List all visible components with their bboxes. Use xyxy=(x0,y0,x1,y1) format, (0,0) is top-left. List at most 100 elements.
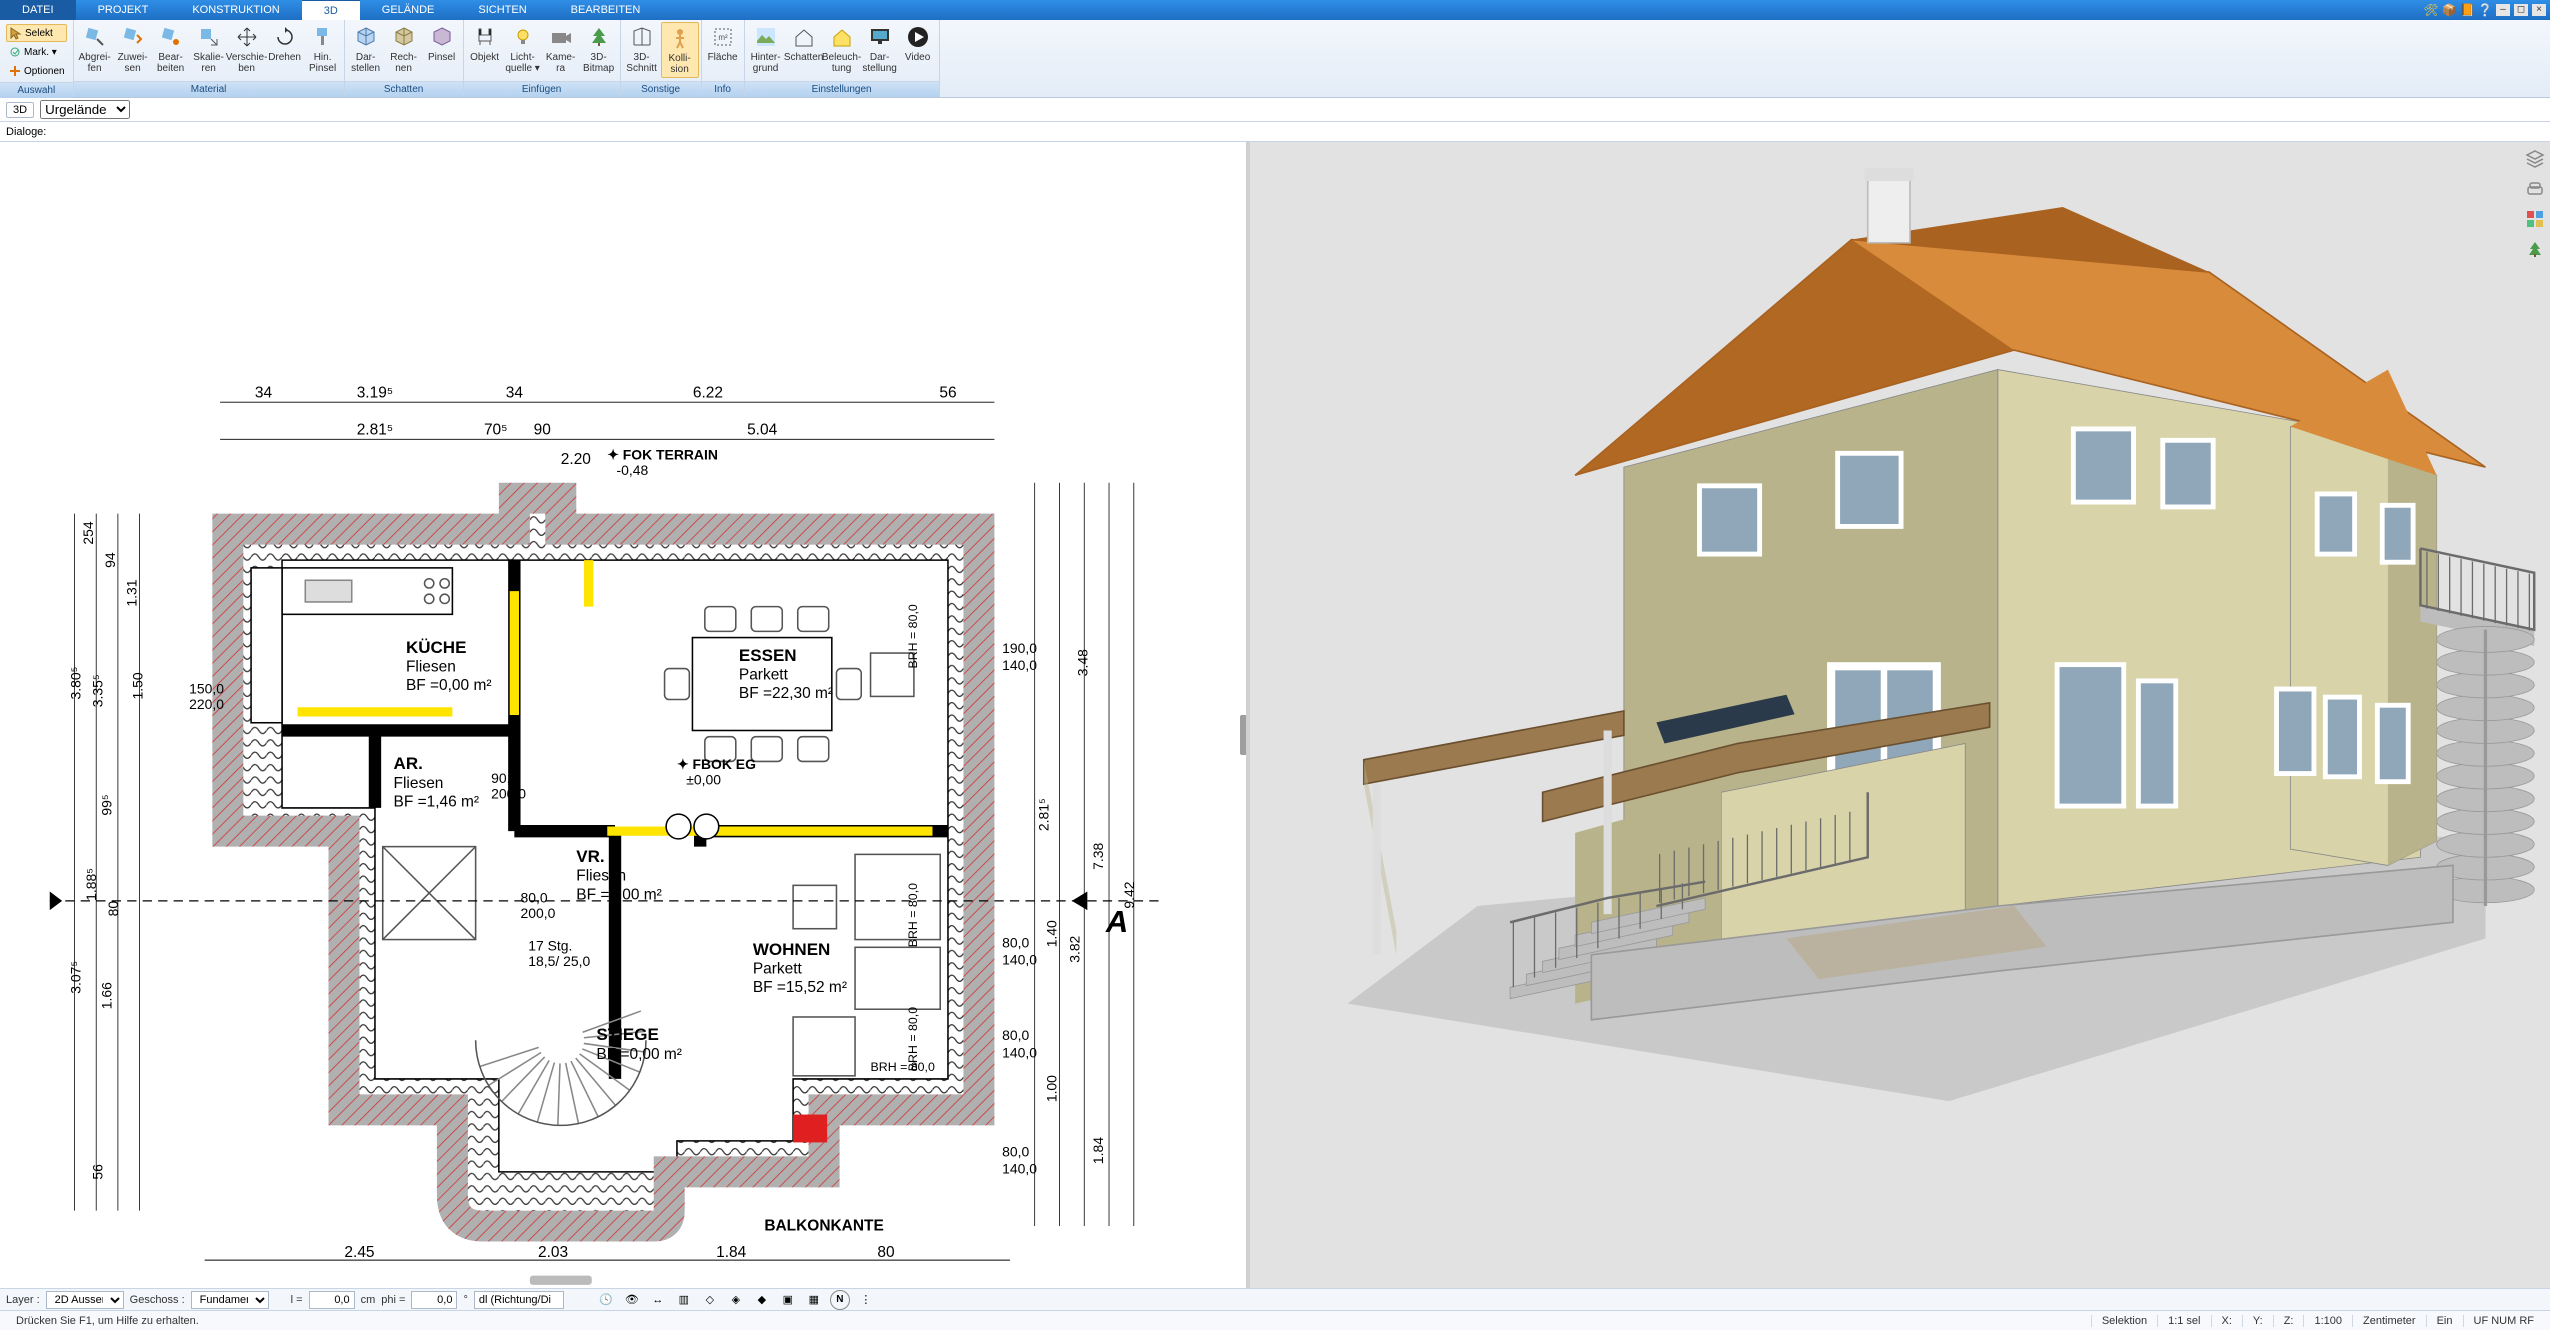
close-icon[interactable]: × xyxy=(2532,4,2546,16)
floorplan-pane[interactable]: AKÜCHEFliesenBF =0,00 m²ESSENParkettBF =… xyxy=(0,142,1250,1288)
menu-3d[interactable]: 3D xyxy=(302,0,360,20)
ribbon-tree-button[interactable]: 3D-Bitmap xyxy=(580,22,618,76)
ribbon-brush1-button[interactable]: Abgrei-fen xyxy=(76,22,114,76)
ribbon-brush4-button[interactable]: Hin.Pinsel xyxy=(304,22,342,76)
svg-text:BF =0,00 m²: BF =0,00 m² xyxy=(596,1046,682,1063)
svg-text:140,0: 140,0 xyxy=(1002,1160,1037,1176)
help-icon[interactable]: ❔ xyxy=(2478,3,2492,17)
menu-datei[interactable]: DATEI xyxy=(0,0,76,20)
ribbon-group-label: Material xyxy=(74,81,344,97)
menu-projekt[interactable]: PROJEKT xyxy=(76,0,171,20)
layers-icon[interactable] xyxy=(2524,148,2546,170)
eye-icon[interactable]: 👁 xyxy=(622,1290,642,1310)
layer-select[interactable]: 2D Aussena xyxy=(46,1291,124,1309)
clock-icon[interactable]: 🕓 xyxy=(596,1290,616,1310)
maximize-icon[interactable]: ◻ xyxy=(2514,4,2528,16)
brush1-icon xyxy=(82,24,108,50)
ribbon-chair-button[interactable]: Objekt xyxy=(466,22,504,65)
svg-text:80: 80 xyxy=(877,1244,894,1261)
ribbon-person-button[interactable]: Kolli-sion xyxy=(661,22,699,78)
plus-icon xyxy=(8,64,22,78)
sel-selekt[interactable]: Selekt xyxy=(6,24,67,42)
svg-text:3.48: 3.48 xyxy=(1074,649,1090,676)
svg-text:99⁵: 99⁵ xyxy=(99,794,115,815)
svg-text:200,0: 200,0 xyxy=(491,786,526,802)
swap-icon[interactable]: ↔ xyxy=(648,1290,668,1310)
grid-icon[interactable]: ▦ xyxy=(804,1290,824,1310)
layerstack-icon[interactable]: ▥ xyxy=(674,1290,694,1310)
menu-konstruktion[interactable]: KONSTRUKTION xyxy=(170,0,301,20)
svg-text:BF =22,30 m²: BF =22,30 m² xyxy=(739,685,833,702)
terrain-layer-select[interactable]: Urgelände xyxy=(40,100,130,119)
ribbon-rotate-button[interactable]: Drehen xyxy=(266,22,304,65)
sel-optionen[interactable]: Optionen xyxy=(6,62,67,80)
length-input[interactable] xyxy=(309,1291,355,1309)
svg-text:34: 34 xyxy=(506,385,524,402)
book-icon[interactable]: 📙 xyxy=(2460,3,2474,17)
settings-icon[interactable]: ⋮ xyxy=(856,1290,876,1310)
bulb-icon xyxy=(510,24,536,50)
menu-gelaende[interactable]: GELÄNDE xyxy=(360,0,457,20)
ribbon-play-button[interactable]: Video xyxy=(899,22,937,65)
ribbon-house1-button[interactable]: Schatten xyxy=(785,22,823,65)
ribbon-group-einstellungen: Hinter-grundSchattenBeleuch-tungDar-stel… xyxy=(745,20,940,97)
diamond1-icon[interactable]: ◇ xyxy=(700,1290,720,1310)
svg-text:3.07⁵: 3.07⁵ xyxy=(68,961,84,994)
svg-text:94: 94 xyxy=(102,552,118,568)
diamond3-icon[interactable]: ◆ xyxy=(752,1290,772,1310)
floor-select[interactable]: Fundament xyxy=(191,1291,269,1309)
status-x: X: xyxy=(2211,1315,2242,1327)
ribbon-monitor-button[interactable]: Dar-stellung xyxy=(861,22,899,76)
ribbon-group-label: Einfügen xyxy=(464,81,620,97)
splitter-handle[interactable] xyxy=(1240,715,1248,755)
coordinate-bar: Layer : 2D Aussena Geschoss : Fundament … xyxy=(0,1288,2550,1310)
status-sel: 1:1 sel xyxy=(2157,1315,2210,1327)
ribbon-landscape-button[interactable]: Hinter-grund xyxy=(747,22,785,76)
sel-mark[interactable]: Mark. ▾ xyxy=(6,43,67,61)
svg-text:1.84: 1.84 xyxy=(1090,1137,1106,1164)
svg-text:✦ FBOK EG: ✦ FBOK EG xyxy=(677,756,756,772)
north-icon[interactable]: N xyxy=(830,1290,850,1310)
mode-3d-pill[interactable]: 3D xyxy=(6,102,34,118)
svg-text:140,0: 140,0 xyxy=(1002,1044,1037,1060)
view3d-pane[interactable] xyxy=(1250,142,2550,1288)
svg-text:56: 56 xyxy=(939,385,956,402)
status-bar: Drücken Sie F1, um Hilfe zu erhalten. Se… xyxy=(0,1310,2550,1330)
diamond4-icon[interactable]: ▣ xyxy=(778,1290,798,1310)
svg-text:STIEGE: STIEGE xyxy=(596,1025,658,1044)
workspace: AKÜCHEFliesenBF =0,00 m²ESSENParkettBF =… xyxy=(0,142,2550,1288)
menu-sichten[interactable]: SICHTEN xyxy=(456,0,548,20)
ribbon-scale-button[interactable]: Skalie-ren xyxy=(190,22,228,76)
ribbon-cube3-button[interactable]: Pinsel xyxy=(423,22,461,65)
furniture-icon[interactable] xyxy=(2524,178,2546,200)
wrench-icon[interactable]: 🛠 xyxy=(2424,3,2438,17)
camera-icon xyxy=(548,24,574,50)
ribbon-house2-button[interactable]: Beleuch-tung xyxy=(823,22,861,76)
ribbon-brush3-button[interactable]: Bear-beiten xyxy=(152,22,190,76)
box-icon[interactable]: 📦 xyxy=(2442,3,2456,17)
ribbon-bulb-button[interactable]: Licht-quelle ▾ xyxy=(504,22,542,76)
ribbon-area-button[interactable]: m²Fläche xyxy=(704,22,742,65)
unit-deg: ° xyxy=(463,1294,467,1306)
svg-text:BALKONKANTE: BALKONKANTE xyxy=(764,1218,883,1235)
ribbon-section-button[interactable]: 3D-Schnitt xyxy=(623,22,661,76)
tree-icon[interactable] xyxy=(2524,238,2546,260)
svg-text:Fliesen: Fliesen xyxy=(394,775,444,792)
svg-text:-0,48: -0,48 xyxy=(617,462,649,478)
status-help: Drücken Sie F1, um Hilfe zu erhalten. xyxy=(6,1315,2091,1327)
diamond2-icon[interactable]: ◈ xyxy=(726,1290,746,1310)
cube2-icon xyxy=(391,24,417,50)
menu-bearbeiten[interactable]: BEARBEITEN xyxy=(549,0,663,20)
ribbon-camera-button[interactable]: Kame-ra xyxy=(542,22,580,76)
ribbon-brush2-button[interactable]: Zuwei-sen xyxy=(114,22,152,76)
minimize-icon[interactable]: – xyxy=(2496,4,2510,16)
palette-icon[interactable] xyxy=(2524,208,2546,230)
ribbon-cube2-button[interactable]: Rech-nen xyxy=(385,22,423,76)
svg-text:1.31: 1.31 xyxy=(123,579,139,606)
brush2-icon xyxy=(120,24,146,50)
dl-input[interactable] xyxy=(474,1291,564,1309)
phi-input[interactable] xyxy=(411,1291,457,1309)
ribbon-move-button[interactable]: Verschie-ben xyxy=(228,22,266,76)
svg-text:BF =0,00 m²: BF =0,00 m² xyxy=(576,886,662,903)
ribbon-cube1-button[interactable]: Dar-stellen xyxy=(347,22,385,76)
